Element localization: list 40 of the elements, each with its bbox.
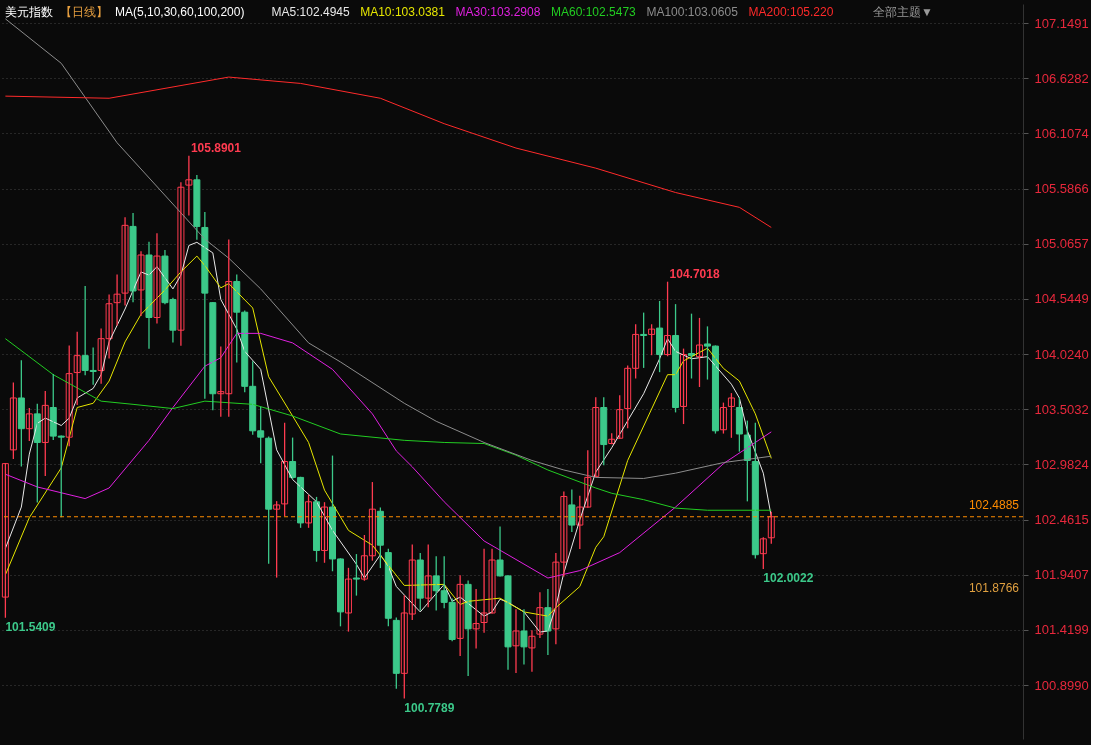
ref-line-label: 102.4885 — [968, 497, 1020, 512]
candlestick — [640, 312, 648, 368]
text: MA60:102.5473 — [551, 5, 637, 19]
candlestick — [185, 155, 193, 216]
text: MA5:102.4945 — [271, 5, 350, 19]
line-series — [4, 338, 772, 511]
y-tick-label: 105.5866 — [1034, 181, 1089, 197]
y-tick-label: 101.4199 — [1034, 622, 1089, 638]
text: MA200:105.220 — [748, 5, 834, 19]
y-tick-label: 104.5449 — [1034, 291, 1089, 307]
line-series — [4, 18, 772, 479]
y-tick-label: 104.0240 — [1034, 346, 1089, 362]
line-series — [4, 76, 772, 228]
text: MA10:103.0381 — [360, 5, 446, 19]
y-tick-label: 102.9824 — [1034, 456, 1089, 472]
annotation: 100.7789 — [404, 700, 455, 715]
annotation: 102.0022 — [763, 571, 814, 586]
y-tick-label: 106.1074 — [1034, 125, 1089, 141]
candlestick — [520, 609, 528, 665]
candlestick — [648, 324, 656, 356]
chart-title: 美元指数 — [5, 5, 53, 19]
candlestick — [352, 554, 360, 596]
y-tick-label: 102.4615 — [1034, 512, 1089, 528]
text: 101.8766 — [968, 580, 1020, 595]
candlestick — [727, 393, 735, 438]
text: MA30:103.2908 — [455, 5, 541, 19]
annotation: 104.7018 — [669, 267, 720, 282]
y-tick-label: 103.5032 — [1034, 401, 1089, 417]
annotation: 105.8901 — [190, 141, 242, 156]
y-tick-label: 107.1491 — [1034, 15, 1089, 31]
y-tick-label: 101.9407 — [1034, 567, 1089, 583]
annotation: 101.5409 — [5, 620, 56, 635]
y-tick-label: 105.0657 — [1034, 236, 1089, 252]
candlestick — [472, 589, 480, 649]
y-tick-label: 106.6282 — [1034, 70, 1089, 86]
legend-title: MA(5,10,30,60,100,200) — [115, 5, 245, 19]
text: 全部主题▼ — [873, 5, 933, 19]
y-tick-label: 100.8990 — [1034, 677, 1089, 693]
chart-subtitle: 【日线】 — [60, 5, 108, 19]
text: MA100:103.0605 — [646, 5, 739, 19]
